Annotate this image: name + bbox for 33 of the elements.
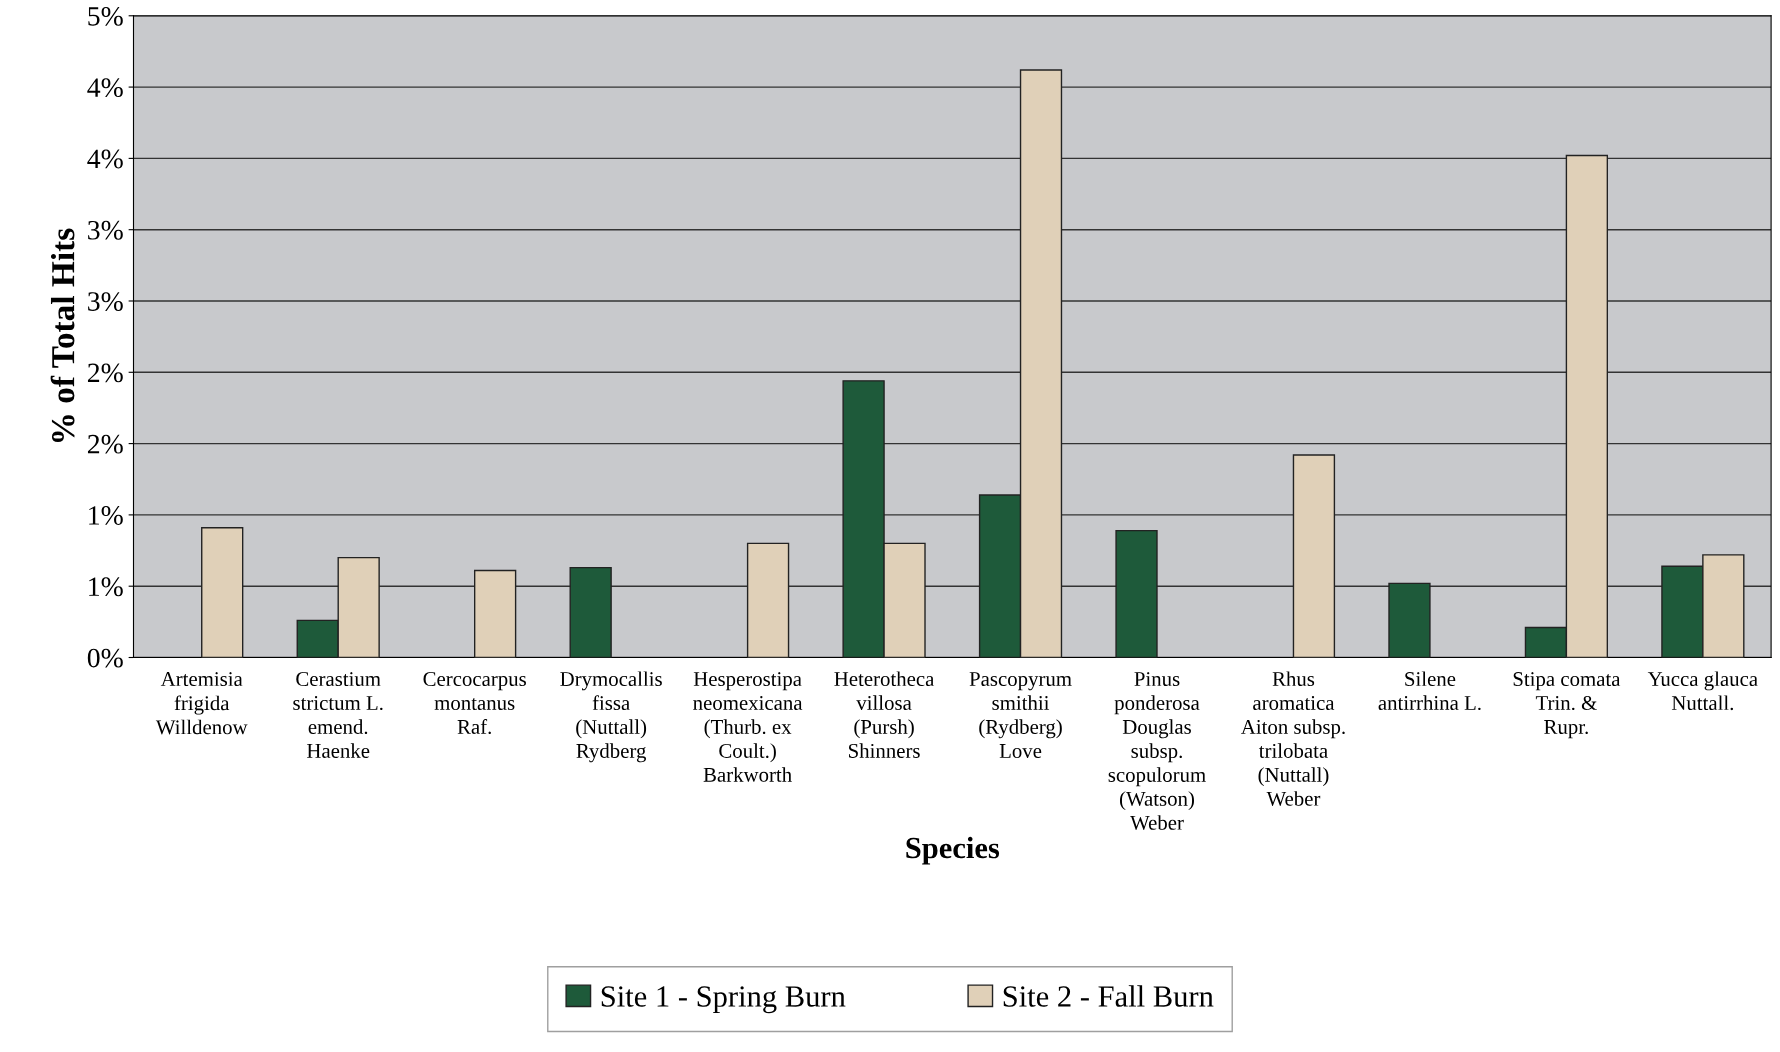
x-tick-label: Silene antirrhina L. [1378,671,1481,711]
legend-label: Site 1 - Spring Burn [601,986,846,1014]
y-tick-label: 2% [87,363,123,383]
y-tick-label: 1% [89,577,123,597]
x-axis-title: Species [906,836,1000,865]
x-tick-label: Drymocallis fissa (Nuttall) Rydberg [560,671,662,763]
x-tick-label: Yucca glauca Nuttall. [1647,671,1758,711]
x-tick-label: Cercocarpus montanus Raf. [423,672,526,735]
y-tick-label: 1% [89,506,123,525]
x-tick-label: Cerastium strictum L. emend. Haenke [293,672,383,758]
bar [1292,454,1336,658]
x-tick-label: Pascopyrum smithii (Rydberg) Love [969,672,1072,758]
bar [1115,529,1158,658]
y-tick-label: 4% [87,78,123,98]
y-tick-label: 3% [88,292,123,311]
legend-label: Site 2 - Fall Burn [1003,985,1214,1007]
bar [569,566,612,658]
x-tick-label: Rhus aromatica Aiton subsp. trilobata (Nuttall) Weber [1241,671,1345,806]
bar [473,569,517,658]
bar [201,527,244,658]
y-axis-title: % of Total Hits [50,228,75,443]
x-tick-label: Artemisia frigida Willdenow [155,672,248,735]
x-tick-label: Hesperostipa neomexicana (Thurb. ex Coult.) Barkworth [693,672,803,782]
y-tick-label: 2% [87,434,123,454]
bar [746,542,790,658]
x-tick-label: Stipa comata Trin. & Rupr. [1513,672,1621,739]
y-tick-label: 4% [87,149,123,169]
y-tick-label: 3% [88,220,123,240]
x-tick-label: Heterotheca villosa (Pursh) Shinners [834,671,935,758]
bar [1388,582,1431,658]
y-tick-label: 5% [88,6,123,26]
x-tick-label: Pinus ponderosa Douglas subsp. scopulorum (Watson) Weber [1108,672,1206,830]
y-tick-label: 0% [87,648,123,668]
